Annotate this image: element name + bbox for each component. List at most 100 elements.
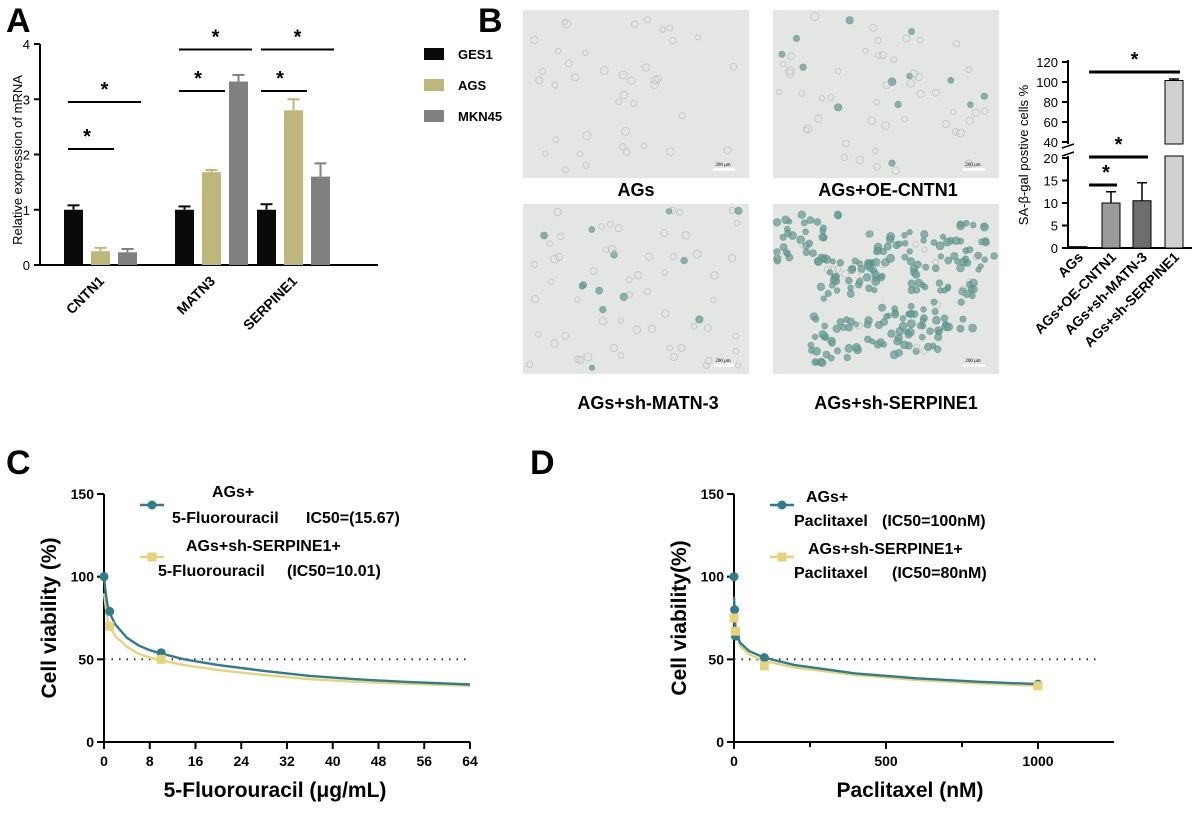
cell [920,348,927,355]
cell [654,74,662,83]
cell [633,325,642,334]
cell [609,344,618,353]
cell [922,263,930,271]
cell [540,231,548,240]
caption-oe-cntn1: AGs+OE-CNTN1 [818,180,958,200]
fit-curve [102,593,471,687]
cell [907,279,916,288]
cell [659,26,666,33]
cell [691,323,698,330]
bar-matn3-ges1 [175,209,194,265]
cell [530,260,538,268]
cell [887,77,897,87]
cell [834,347,841,355]
cell [546,240,553,247]
panel-a-bar-chart: Relative expression of mRNA 0 1 2 3 4 * * * * * *… [10,27,502,334]
cell [906,248,913,255]
legend-c-series1-ic50: IC50=(15.67) [306,510,400,527]
bar-serpine1-ges1 [257,209,276,265]
cell [555,252,563,261]
cell [959,315,967,323]
cell [526,361,534,368]
cell [912,286,921,294]
cell [841,269,850,279]
cell [891,310,900,319]
cell [818,95,825,102]
cell [562,166,569,174]
panel-d-xtick-label: 1000 [1022,753,1053,769]
cell [793,34,800,42]
cell [811,333,819,341]
cell [931,264,940,273]
cell [845,277,853,285]
panel-d-ytick-label: 100 [701,569,725,585]
cell [871,270,880,279]
panel-c-xtick-label: 8 [146,753,154,769]
cell [735,362,742,369]
cell [681,231,690,240]
cell [833,210,842,219]
cell [833,287,841,294]
cell [956,128,965,138]
cell [876,338,885,346]
cell [576,355,585,364]
cell [901,253,909,261]
bar-serpine1-ags [284,110,303,265]
panel-c-ytick-label: 150 [71,486,95,502]
cell [797,210,806,219]
cell [857,265,866,274]
cell [878,303,887,312]
cell [930,298,938,306]
axis-break-mark-lower [1061,151,1075,157]
cell [669,36,677,45]
panel-c-xtick-label: 40 [325,753,341,769]
cell [981,107,989,115]
cell [906,229,913,236]
cell [908,28,916,35]
legend-c-series2-ic50: (IC50=10.01) [287,563,381,580]
cell [803,124,813,134]
cell [849,264,856,272]
cell [820,295,827,302]
cell [779,243,788,251]
cell [561,331,570,340]
cell [548,278,555,285]
panel-a-ytick-label: 4 [23,37,30,52]
cell [891,166,900,175]
cell [617,352,625,359]
panel-d-y-label: Cell viability(%) [668,540,691,695]
cell [935,279,944,287]
cell [630,100,638,107]
cell [805,239,813,248]
cell [932,315,941,325]
cell [862,47,869,54]
cell [924,342,933,352]
cell [834,103,843,112]
axis-break-mark-upper [1061,143,1075,149]
panel-label-c: C [6,444,31,482]
cell [576,150,584,158]
cell [705,357,713,365]
cell [626,276,633,283]
data-point-square [1033,681,1043,691]
cell [843,354,851,362]
cell [640,142,648,149]
fit-curve [732,596,1039,686]
cell [867,116,876,125]
cell [676,208,684,216]
cell [660,229,669,237]
cell [970,221,977,229]
cell [975,266,982,273]
cell [582,131,592,140]
cell [933,345,942,354]
bar-3-lower [1164,155,1184,249]
scale-bar [713,168,735,171]
cell [899,315,907,322]
data-point-square [729,613,739,623]
cell [551,82,559,89]
scale-bar [713,364,735,367]
cell [901,232,908,239]
cell [901,240,909,247]
